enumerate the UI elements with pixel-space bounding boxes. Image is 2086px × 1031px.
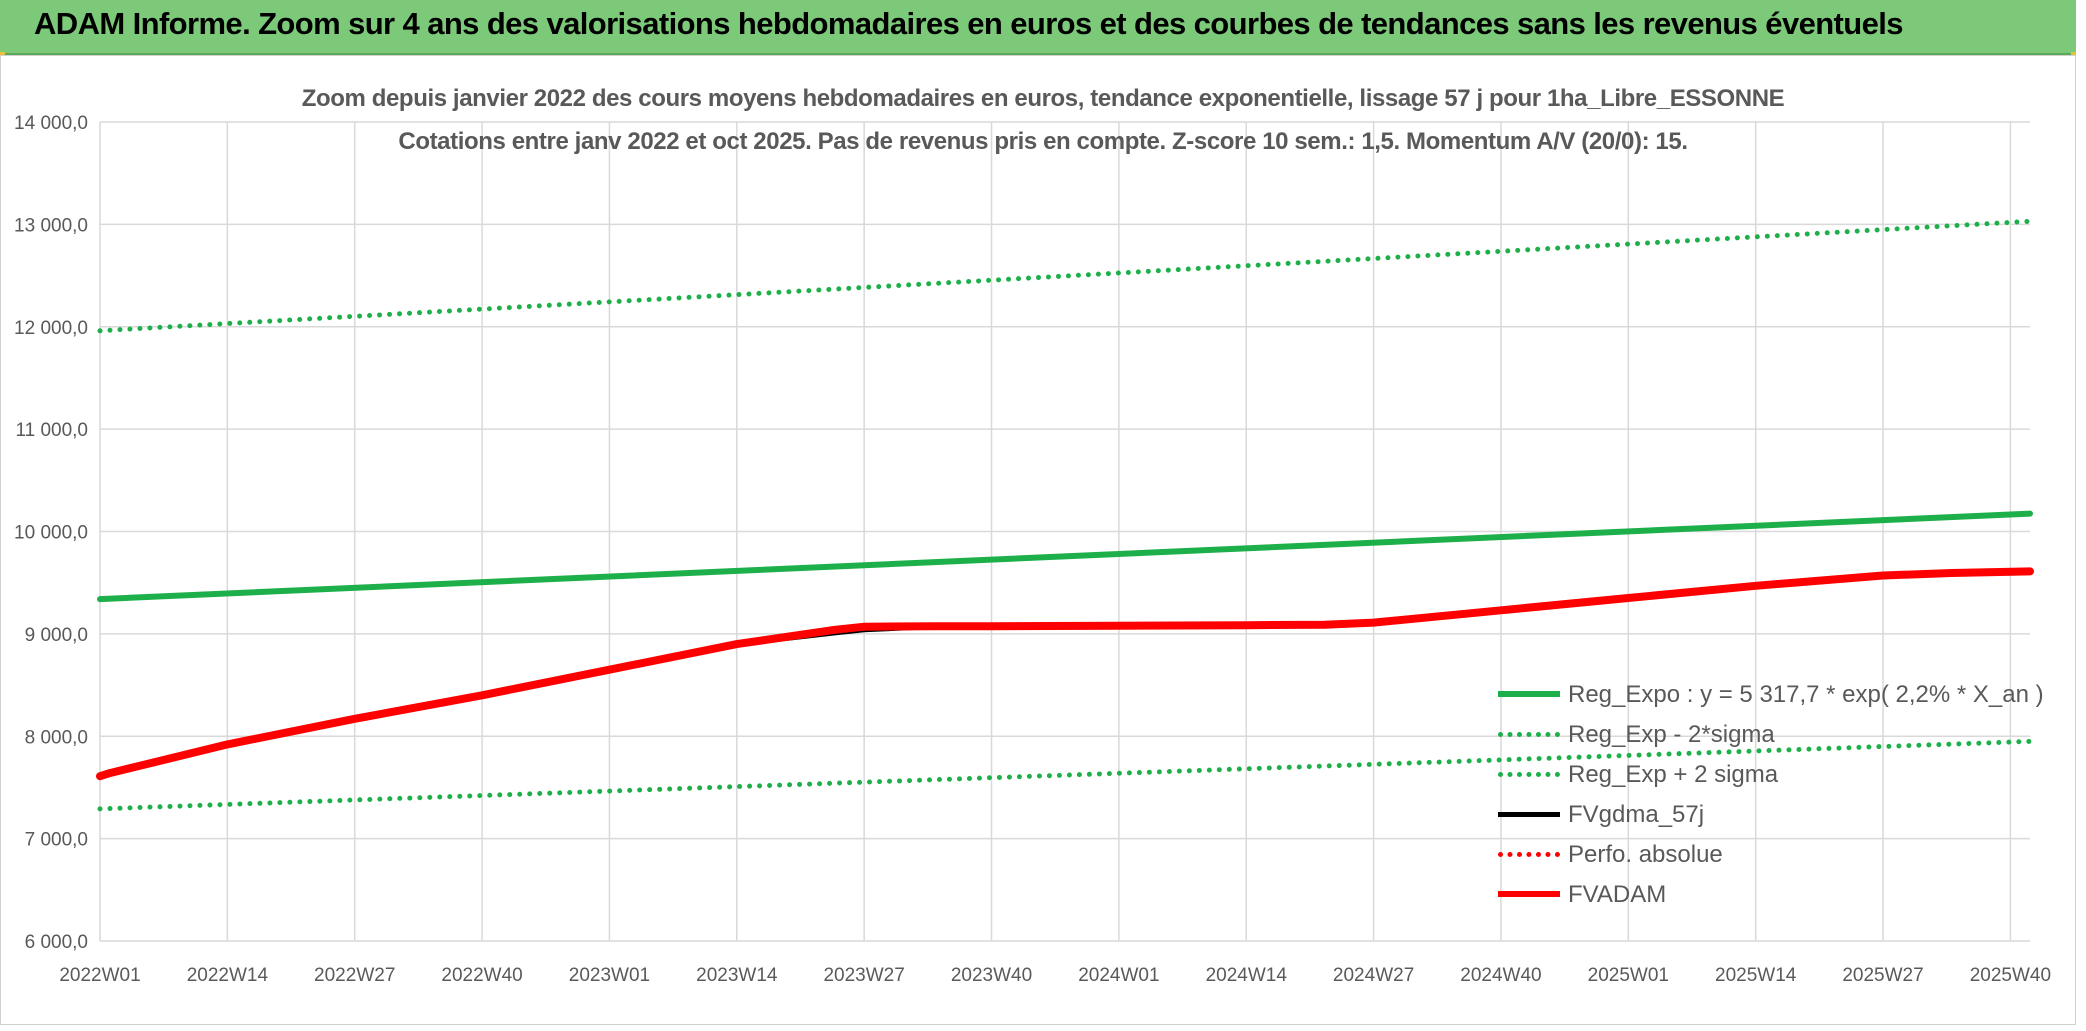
x-tick-label: 2023W14 xyxy=(696,965,778,986)
series-line-6 xyxy=(96,567,2034,781)
legend-swatch xyxy=(1498,691,1560,697)
legend-item: Reg_Exp - 2*sigma xyxy=(1490,715,2050,755)
y-tick-label: 9 000,0 xyxy=(25,625,88,646)
legend-label: FVgdma_57j xyxy=(1568,801,1705,828)
series-line-3 xyxy=(97,218,2033,334)
x-tick-label: 2022W14 xyxy=(187,965,269,986)
legend-item: Reg_Expo : y = 5 317,7 * exp( 2,2% * X_a… xyxy=(1490,675,2050,715)
legend-item: FVADAM xyxy=(1490,875,2050,915)
y-tick-label: 6 000,0 xyxy=(25,932,88,953)
y-tick-label: 7 000,0 xyxy=(25,830,88,851)
x-tick-label: 2024W27 xyxy=(1333,965,1414,986)
corner-accent-right xyxy=(2071,52,2076,56)
x-tick-label: 2023W40 xyxy=(951,965,1032,986)
legend-label: Perfo. absolue xyxy=(1568,841,1723,868)
y-tick-label: 13 000,0 xyxy=(14,215,88,236)
legend-label: Reg_Exp + 2 sigma xyxy=(1568,761,1779,788)
chart-title-line-2: Cotations entre janv 2022 et oct 2025. P… xyxy=(398,128,1688,155)
x-tick-label: 2025W01 xyxy=(1588,965,1669,986)
x-tick-label: 2022W01 xyxy=(59,965,140,986)
x-tick-label: 2025W40 xyxy=(1970,965,2051,986)
legend-swatch xyxy=(1498,852,1560,857)
series-line-1 xyxy=(97,510,2033,603)
x-tick-label: 2024W14 xyxy=(1206,965,1288,986)
corner-accent-left xyxy=(0,52,5,56)
legend-swatch xyxy=(1498,891,1560,897)
legend-item: Perfo. absolue xyxy=(1490,835,2050,875)
x-tick-label: 2024W01 xyxy=(1078,965,1159,986)
legend-swatch xyxy=(1498,772,1560,777)
y-tick-label: 12 000,0 xyxy=(14,318,88,339)
legend-label: Reg_Expo : y = 5 317,7 * exp( 2,2% * X_a… xyxy=(1568,681,2044,708)
x-tick-label: 2023W01 xyxy=(569,965,650,986)
y-tick-label: 11 000,0 xyxy=(15,420,88,441)
y-tick-label: 10 000,0 xyxy=(14,523,88,544)
chart-title-line-1: Zoom depuis janvier 2022 des cours moyen… xyxy=(301,85,1785,112)
legend-label: FVADAM xyxy=(1568,881,1667,908)
x-tick-label: 2025W27 xyxy=(1842,965,1923,986)
legend-item: FVgdma_57j xyxy=(1490,795,2050,835)
x-tick-label: 2022W40 xyxy=(441,965,522,986)
x-tick-label: 2024W40 xyxy=(1460,965,1541,986)
x-tick-label: 2023W27 xyxy=(823,965,904,986)
y-tick-label: 8 000,0 xyxy=(25,727,88,748)
legend-swatch xyxy=(1498,732,1560,737)
x-tick-label: 2022W27 xyxy=(314,965,395,986)
report-title: ADAM Informe. Zoom sur 4 ans des valoris… xyxy=(34,6,1904,41)
legend-swatch xyxy=(1498,812,1560,817)
legend-label: Reg_Exp - 2*sigma xyxy=(1568,721,1775,748)
legend-item: Reg_Exp + 2 sigma xyxy=(1490,755,2050,795)
report-banner: ADAM Informe. Zoom sur 4 ans des valoris… xyxy=(0,0,2076,55)
x-tick-label: 2025W14 xyxy=(1715,965,1797,986)
chart-frame xyxy=(0,55,2076,1025)
series-line-2 xyxy=(97,738,2033,812)
y-tick-label: 14 000,0 xyxy=(14,113,88,134)
